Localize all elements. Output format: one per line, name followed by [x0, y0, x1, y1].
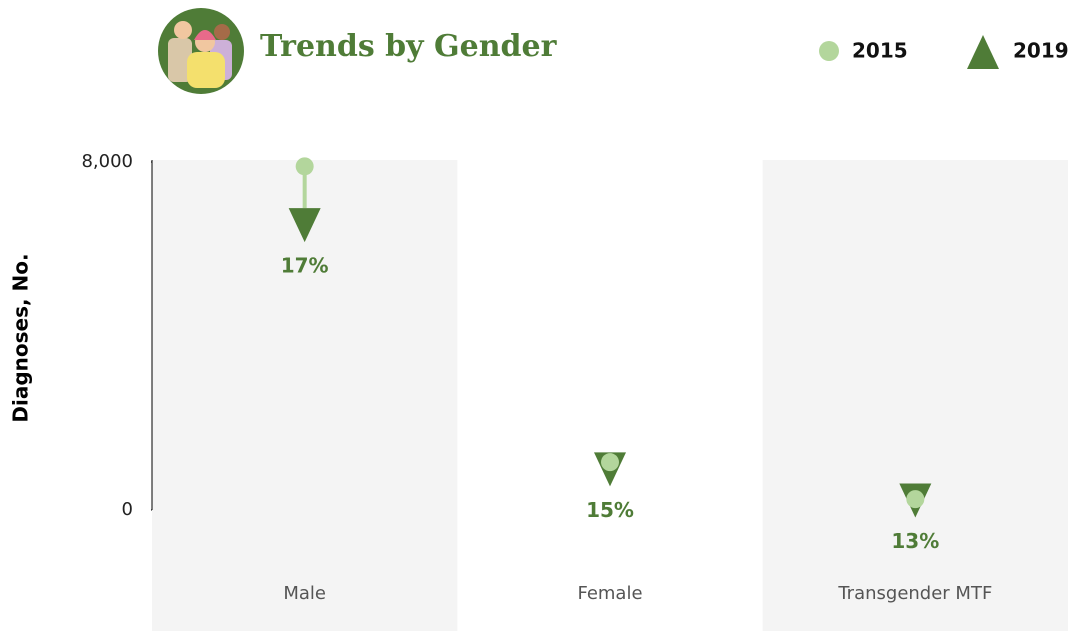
marker-2015: [601, 453, 619, 472]
marker-2019: [288, 208, 321, 243]
y-axis-label: Diagnoses, No.: [9, 253, 33, 422]
legend-marker: [819, 41, 839, 61]
marker-2015: [295, 157, 314, 176]
y-tick-label: 8,000: [81, 151, 133, 172]
marker-2015: [906, 490, 925, 509]
legend-label: 2019: [1013, 39, 1068, 63]
band: [762, 160, 1068, 631]
legend-marker: [967, 35, 999, 69]
legend-label: 2015: [852, 39, 908, 63]
change-label: 13%: [891, 529, 939, 553]
x-tick-label: Male: [283, 583, 326, 604]
change-label: 15%: [586, 498, 634, 522]
x-tick-label: Transgender MTF: [837, 583, 992, 604]
x-tick-label: Female: [577, 583, 642, 604]
change-label: 17%: [281, 254, 329, 278]
chart-title: Trends by Gender: [260, 29, 558, 64]
header-icon: [158, 8, 244, 94]
y-tick-label: 0: [122, 499, 133, 520]
background: [152, 160, 1068, 631]
